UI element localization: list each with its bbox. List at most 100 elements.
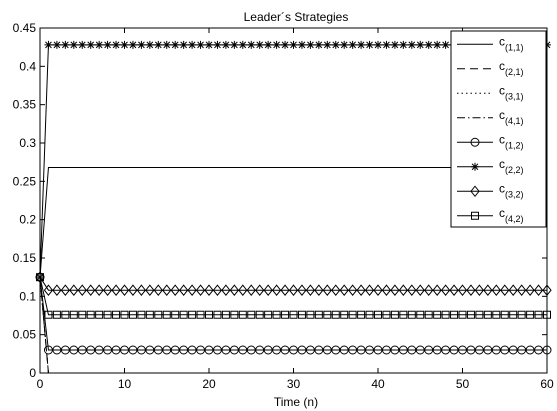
- series-marker-6: [272, 40, 281, 49]
- series-marker-8: [95, 310, 104, 319]
- legend-label-6: c(2,2): [499, 157, 524, 175]
- series-marker-7: [52, 284, 62, 297]
- series-marker-8: [112, 310, 121, 319]
- series-marker-8: [128, 310, 137, 319]
- series-marker-6: [128, 40, 137, 49]
- x-tick-label: 60: [540, 377, 554, 391]
- series-marker-6: [205, 40, 213, 49]
- series-marker-8: [466, 310, 475, 319]
- series-marker-8: [390, 310, 399, 319]
- x-tick-label: 10: [118, 377, 132, 391]
- series-marker-7: [69, 284, 79, 297]
- y-tick-label: 0: [29, 366, 36, 380]
- series-marker-7: [415, 284, 425, 297]
- series-marker-6: [306, 40, 315, 49]
- legend-box: [450, 30, 547, 228]
- series-marker-8: [450, 310, 459, 319]
- series-marker-6: [331, 40, 340, 49]
- series-marker-6: [399, 40, 408, 49]
- series-marker-7: [195, 284, 206, 297]
- series-marker-8: [399, 310, 408, 319]
- x-tick-label: 50: [456, 377, 470, 391]
- series-marker-8: [306, 310, 315, 319]
- series-marker-7: [271, 284, 282, 297]
- legend-label-8: c(4,2): [499, 206, 524, 224]
- series-marker-6: [179, 40, 188, 49]
- series-marker-7: [204, 284, 214, 297]
- series-marker-6: [69, 40, 78, 49]
- series-marker-6: [247, 40, 256, 49]
- series-marker-8: [534, 310, 543, 319]
- series-marker-7: [449, 284, 459, 297]
- series-marker-6: [36, 273, 44, 282]
- series-marker-7: [491, 284, 501, 297]
- series-marker-7: [43, 284, 54, 297]
- series-marker-7: [162, 284, 172, 297]
- series-marker-6: [357, 40, 366, 49]
- series-marker-6: [374, 40, 382, 49]
- series-marker-8: [272, 310, 281, 319]
- series-marker-8: [348, 310, 357, 319]
- series-marker-6: [365, 40, 374, 49]
- series-marker-7: [94, 284, 104, 297]
- series-marker-8: [86, 310, 95, 319]
- series-line-8: [39, 277, 547, 316]
- series-marker-7: [424, 284, 434, 297]
- series-marker-8: [205, 310, 213, 319]
- series-marker-8: [517, 310, 526, 319]
- series-marker-6: [433, 40, 442, 49]
- series-marker-7: [466, 284, 476, 297]
- series-marker-7: [305, 284, 316, 297]
- legend-label-3: c(3,1): [499, 83, 524, 101]
- series-marker-8: [314, 310, 323, 319]
- series-marker-7: [483, 284, 493, 297]
- series-line-3: [39, 277, 547, 374]
- series-marker-7: [457, 284, 468, 297]
- x-tick-label: 20: [202, 377, 216, 391]
- legend-label-4: c(4,1): [499, 108, 524, 126]
- series-marker-6: [238, 40, 247, 49]
- series-marker-7: [212, 284, 223, 297]
- series-marker-8: [120, 310, 129, 319]
- series-marker-8: [247, 310, 256, 319]
- series-marker-6: [44, 40, 53, 49]
- series-marker-8: [441, 310, 450, 319]
- series-marker-7: [314, 284, 324, 297]
- series-marker-8: [196, 310, 205, 319]
- series-line-7: [39, 276, 547, 291]
- series-marker-8: [179, 310, 188, 319]
- series-marker-7: [517, 284, 527, 297]
- x-tick-label: 30: [287, 377, 301, 391]
- series-marker-8: [103, 310, 112, 319]
- series-marker-8: [357, 310, 366, 319]
- series-marker-6: [390, 40, 399, 49]
- y-tick-label: 0.05: [13, 328, 37, 342]
- series-marker-6: [137, 40, 146, 49]
- series-marker-8: [52, 310, 61, 319]
- x-axis-label: Time (n): [274, 395, 318, 409]
- series-marker-6: [171, 40, 180, 49]
- series-marker-6: [255, 40, 264, 49]
- series-marker-8: [230, 310, 239, 319]
- series-marker-6: [120, 40, 129, 49]
- series-marker-7: [221, 284, 231, 297]
- series-marker-8: [213, 310, 222, 319]
- series-marker-8: [509, 310, 518, 319]
- series-marker-7: [229, 284, 239, 297]
- series-marker-6: [52, 40, 61, 49]
- series-marker-7: [145, 284, 155, 297]
- series-marker-7: [246, 284, 256, 297]
- series-marker-6: [340, 40, 349, 49]
- series-marker-6: [441, 40, 450, 49]
- series-marker-7: [35, 271, 45, 283]
- plot-area: 0 10 20 30 40 50 60 0 0.05 0.1 0.15 0.2 0.25 0.3 0.35 0…: [13, 21, 554, 391]
- series-marker-6: [221, 40, 230, 49]
- series-marker-8: [264, 310, 273, 319]
- series-marker-7: [119, 284, 130, 297]
- series-line-1: [39, 167, 547, 278]
- legend-label-2: c(2,1): [499, 59, 524, 77]
- series-marker-7: [339, 284, 349, 297]
- series-marker-8: [526, 310, 535, 319]
- series-marker-8: [374, 310, 382, 319]
- series-marker-8: [154, 310, 163, 319]
